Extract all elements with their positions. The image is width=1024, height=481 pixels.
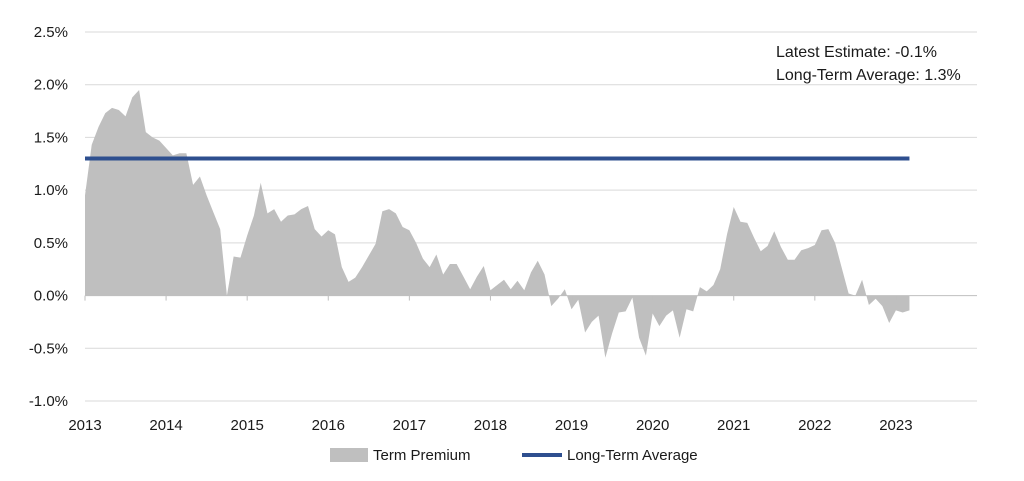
y-tick-label: 0.0% — [34, 288, 68, 305]
x-tick-label: 2021 — [717, 417, 750, 434]
x-tick-label: 2018 — [474, 417, 507, 434]
y-tick-label: 0.5% — [34, 235, 68, 252]
x-axis — [84, 295, 977, 301]
x-axis-tick-labels: 2013 2014 2015 2016 2017 2018 2019 2020 2021 2022… — [68, 417, 912, 434]
x-tick-label: 2016 — [312, 417, 345, 434]
x-tick-label: 2020 — [636, 417, 669, 434]
x-tick-label: 2019 — [555, 417, 588, 434]
legend-swatch-term-premium — [330, 448, 368, 462]
y-tick-label: 1.5% — [34, 129, 68, 146]
x-tick-label: 2017 — [393, 417, 426, 434]
y-tick-label: 2.5% — [34, 24, 68, 41]
y-tick-label: -1.0% — [29, 393, 68, 410]
x-tick-label: 2015 — [230, 417, 263, 434]
long-term-average-annotation: Long-Term Average: 1.3% — [776, 67, 961, 84]
y-tick-label: 1.0% — [34, 182, 68, 199]
legend-label-long-term-average: Long-Term Average — [567, 447, 698, 464]
x-tick-label: 2013 — [68, 417, 101, 434]
x-tick-label: 2014 — [149, 417, 182, 434]
y-tick-label: -0.5% — [29, 340, 68, 357]
x-tick-label: 2022 — [798, 417, 831, 434]
term-premium-area-path — [85, 89, 910, 358]
term-premium-area — [85, 89, 910, 358]
latest-estimate-annotation: Latest Estimate: -0.1% — [776, 44, 937, 61]
x-tick-label: 2023 — [879, 417, 912, 434]
legend: Term Premium Long-Term Average — [330, 447, 698, 464]
y-axis-tick-labels: -1.0% -0.5% 0.0% 0.5% 1.0% 1.5% 2.0% 2.5% — [29, 24, 68, 410]
legend-label-term-premium: Term Premium — [373, 447, 471, 464]
y-tick-label: 2.0% — [34, 77, 68, 94]
gridlines — [85, 31, 977, 402]
annotation-box: Latest Estimate: -0.1% Long-Term Average… — [776, 44, 961, 84]
